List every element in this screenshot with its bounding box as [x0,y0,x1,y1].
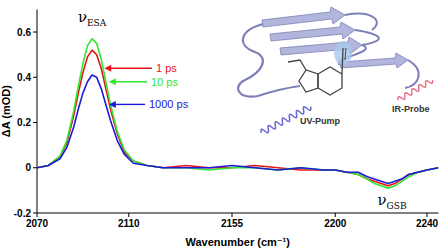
x-tick-label: 2240 [416,218,439,229]
y-tick-label: 0.6 [17,27,31,38]
x-tick-label: 2155 [221,218,244,229]
x-axis-title: Wavenumber (cm⁻¹) [186,236,291,248]
x-tick [335,213,336,217]
side-chain [288,60,306,70]
y-tick [33,122,37,123]
beta-strand [270,22,355,41]
label-arrow [115,81,147,82]
series-line [37,50,439,186]
label-arrowhead [109,101,116,108]
label-arrow [115,104,145,105]
x-tick-label: 2070 [26,218,49,229]
x-tick [37,213,38,217]
inset-illustration: UV-Pump IR-Probe [238,7,434,136]
y-axis-title: ΔA (mOD) [0,85,12,137]
annotation: νGSB [377,191,406,211]
loop [258,60,419,96]
label-arrow [110,68,152,69]
y-tick [33,77,37,78]
series-label: 1 ps [156,62,177,74]
nitrile-bond [345,48,346,60]
loop [238,24,263,97]
indole-benzene [318,67,342,95]
y-tick-label: 0.4 [17,72,31,83]
y-tick [33,32,37,33]
y-tick [33,167,37,168]
chart: UV-Pump IR-Probe 2070 2110 2155 2200 2240 -0.2 0… [0,0,448,252]
label-arrowhead [109,78,116,85]
x-tick [427,213,428,217]
series-label: 10 ps [151,76,178,88]
x-tick [128,213,129,217]
y-tick [33,213,37,214]
y-tick-label: -0.2 [14,208,32,219]
y-tick-label: 0 [25,162,31,173]
series-line [37,39,439,188]
annotation-subscript: GSB [387,201,407,211]
inset-label: IR-Probe [392,104,430,114]
annotation: νESA [78,8,107,28]
series-line [37,75,439,184]
indole-pyrrole [299,70,318,92]
x-tick-label: 2200 [324,218,347,229]
annotation-subscript: ESA [87,18,107,28]
y-axis [37,9,38,213]
annotation-symbol: ν [78,8,87,26]
ir-probe-wave [397,78,434,102]
y-tick-label: 0.2 [17,117,31,128]
x-axis [37,213,439,214]
annotation-symbol: ν [377,191,386,209]
series-label: 1000 ps [149,98,189,110]
x-tick [232,213,233,217]
inset-label: UV-Pump [300,116,341,126]
x-tick-label: 2110 [118,218,140,229]
label-arrowhead [104,65,111,72]
beta-strand [262,7,345,27]
plot-area [37,39,439,188]
nitrile-bond [342,48,343,74]
